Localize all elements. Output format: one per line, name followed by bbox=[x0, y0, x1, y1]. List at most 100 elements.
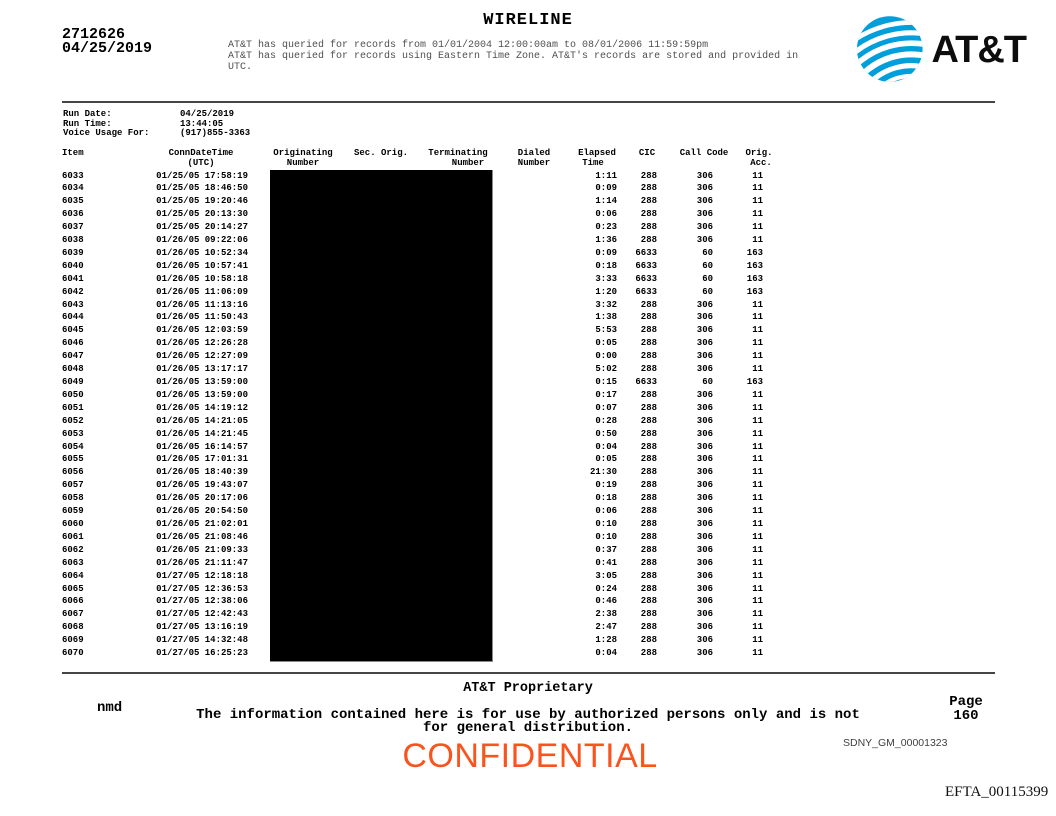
table-cell: 288 bbox=[640, 415, 657, 426]
table-cell: 6054 bbox=[62, 441, 84, 452]
table-row: 6046 01/26/05 12:26:28 0:05 288 306 11 bbox=[62, 338, 763, 351]
table-row: 6064 01/27/05 12:18:18 3:05 288 306 11 bbox=[62, 571, 763, 584]
table-cell: 306 bbox=[696, 467, 713, 478]
table-cell: 11 bbox=[752, 364, 763, 375]
table-cell: 306 bbox=[696, 622, 713, 633]
bates-stamp-efta: EFTA_00115399 bbox=[945, 784, 1049, 800]
table-cell: 6047 bbox=[62, 351, 84, 362]
table-cell: 01/27/05 12:38:06 bbox=[156, 596, 248, 607]
table-row: 6062 01/26/05 21:09:33 0:37 288 306 11 bbox=[62, 545, 763, 558]
table-cell: 01/26/05 10:57:41 bbox=[156, 260, 248, 271]
table-cell: 11 bbox=[752, 635, 763, 646]
table-cell: 6044 bbox=[62, 312, 84, 323]
table-cell: 0:28 bbox=[595, 415, 617, 426]
table-cell: 306 bbox=[696, 531, 713, 542]
document-number: 2712626 bbox=[62, 26, 126, 43]
table-cell: 306 bbox=[696, 325, 713, 336]
table-row: 6044 01/26/05 11:50:43 1:38 288 306 11 bbox=[62, 312, 763, 325]
table-cell: 0:17 bbox=[595, 389, 617, 400]
table-cell: 6035 bbox=[62, 196, 84, 207]
table-cell: 6039 bbox=[62, 247, 84, 258]
table-cell: 6052 bbox=[62, 415, 84, 426]
table-body: 6033 01/25/05 17:58:19 1:11 288 306 11 6034 01/… bbox=[62, 171, 763, 661]
table-cell: 6050 bbox=[62, 389, 84, 400]
table-cell: 11 bbox=[752, 480, 763, 491]
table-cell: 288 bbox=[640, 312, 657, 323]
table-cell: 6063 bbox=[62, 557, 84, 568]
table-row: 6041 01/26/05 10:58:18 3:33 6633 60 163 bbox=[62, 274, 763, 287]
table-cell: 11 bbox=[752, 609, 763, 620]
table-cell: 306 bbox=[696, 389, 713, 400]
table-cell: 306 bbox=[696, 570, 713, 581]
voice-usage-value: (917)855-3363 bbox=[180, 128, 251, 138]
table-cell: 01/26/05 09:22:06 bbox=[156, 235, 248, 246]
table-cell: 288 bbox=[640, 622, 657, 633]
table-cell: 306 bbox=[696, 312, 713, 323]
table-cell: 306 bbox=[696, 299, 713, 310]
table-cell: 11 bbox=[752, 351, 763, 362]
table-row: 6055 01/26/05 17:01:31 0:05 288 306 11 bbox=[62, 454, 763, 467]
table-cell: 11 bbox=[752, 338, 763, 349]
table-row: 6035 01/25/05 19:20:46 1:14 288 306 11 bbox=[62, 196, 763, 209]
table-cell: 6034 bbox=[62, 183, 84, 194]
table-cell: 306 bbox=[696, 609, 713, 620]
table-cell: 0:10 bbox=[595, 518, 617, 529]
table-cell: 6038 bbox=[62, 235, 84, 246]
table-cell: 0:18 bbox=[595, 260, 617, 271]
table-cell: 3:05 bbox=[595, 570, 617, 581]
table-cell: 163 bbox=[746, 260, 763, 271]
table-row: 6034 01/25/05 18:46:50 0:09 288 306 11 bbox=[62, 183, 763, 196]
table-row: 6057 01/26/05 19:43:07 0:19 288 306 11 bbox=[62, 480, 763, 493]
table-cell: 60 bbox=[702, 260, 713, 271]
table-cell: 01/26/05 21:09:33 bbox=[156, 544, 248, 555]
table-cell: 288 bbox=[640, 518, 657, 529]
table-cell: 6069 bbox=[62, 635, 84, 646]
table-cell: 306 bbox=[696, 518, 713, 529]
table-cell: 288 bbox=[640, 544, 657, 555]
distribution-notice: The information contained here is for us… bbox=[196, 707, 860, 735]
distribution-notice-line: The information contained here is for us… bbox=[196, 707, 860, 723]
table-cell: 01/27/05 16:25:23 bbox=[156, 648, 248, 659]
table-cell: 288 bbox=[640, 441, 657, 452]
voice-usage-row: Voice Usage For: (917)855-3363 bbox=[63, 128, 250, 139]
table-cell: 6633 bbox=[635, 260, 657, 271]
table-cell: 288 bbox=[640, 506, 657, 517]
table-cell: 306 bbox=[696, 338, 713, 349]
table-cell: 288 bbox=[640, 531, 657, 542]
run-date-value: 04/25/2019 bbox=[180, 109, 235, 119]
bates-stamp-sdny: SDNY_GM_00001323 bbox=[843, 737, 948, 749]
table-cell: 288 bbox=[640, 583, 657, 594]
table-cell: 288 bbox=[640, 596, 657, 607]
table-cell: 11 bbox=[752, 389, 763, 400]
table-cell: 01/27/05 14:32:48 bbox=[156, 635, 248, 646]
table-cell: 306 bbox=[696, 493, 713, 504]
table-cell: 288 bbox=[640, 493, 657, 504]
table-cell: 01/26/05 20:54:50 bbox=[156, 506, 248, 517]
table-cell: 60 bbox=[702, 273, 713, 284]
table-cell: 11 bbox=[752, 518, 763, 529]
table-cell: 306 bbox=[696, 506, 713, 517]
table-row: 6037 01/25/05 20:14:27 0:23 288 306 11 bbox=[62, 222, 763, 235]
table-cell: 306 bbox=[696, 170, 713, 181]
col-subheader-utc: (UTC) bbox=[187, 157, 215, 168]
table-cell: 11 bbox=[752, 222, 763, 233]
table-cell: 0:41 bbox=[595, 557, 617, 568]
table-cell: 288 bbox=[640, 183, 657, 194]
table-cell: 01/27/05 12:42:43 bbox=[156, 609, 248, 620]
table-row: 6056 01/26/05 18:40:39 21:30 288 306 11 bbox=[62, 467, 763, 480]
att-logo-text: AT&T bbox=[931, 28, 1027, 71]
table-cell: 6061 bbox=[62, 531, 84, 542]
table-cell: 6070 bbox=[62, 648, 84, 659]
table-cell: 1:28 bbox=[595, 635, 617, 646]
table-cell: 1:36 bbox=[595, 235, 617, 246]
table-cell: 11 bbox=[752, 493, 763, 504]
table-cell: 2:38 bbox=[595, 609, 617, 620]
horizontal-rule-bottom bbox=[62, 672, 995, 674]
table-cell: 0:19 bbox=[595, 480, 617, 491]
table-cell: 6068 bbox=[62, 622, 84, 633]
table-cell: 288 bbox=[640, 325, 657, 336]
table-row: 6036 01/25/05 20:13:30 0:06 288 306 11 bbox=[62, 209, 763, 222]
table-cell: 11 bbox=[752, 299, 763, 310]
table-row: 6061 01/26/05 21:08:46 0:10 288 306 11 bbox=[62, 532, 763, 545]
